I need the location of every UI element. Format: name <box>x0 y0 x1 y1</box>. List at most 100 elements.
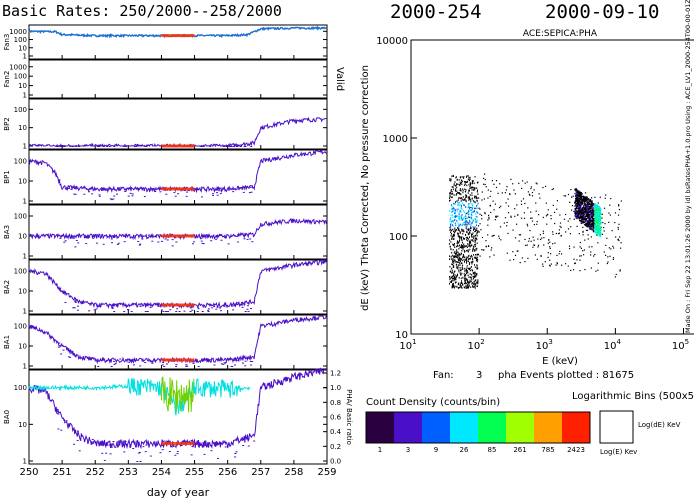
pha-event-dot <box>576 206 578 208</box>
pha-event-dot <box>477 280 479 283</box>
pha-event-dot <box>587 213 589 215</box>
pha-event-dot <box>588 227 591 229</box>
pha-event-dot <box>459 210 461 213</box>
panel-frame <box>28 314 328 370</box>
pha-event-dot <box>464 260 466 263</box>
rate-dot <box>234 364 237 366</box>
pha-event-dot <box>598 206 600 208</box>
rate-dot <box>57 346 60 348</box>
pha-event-dot <box>578 218 581 220</box>
rate-dot <box>196 187 199 189</box>
pha-event-dot <box>469 187 471 189</box>
pha-event-dot <box>459 246 461 249</box>
rate-dot <box>97 236 100 238</box>
pha-event-dot <box>456 250 458 253</box>
pha-event-dot <box>454 274 456 276</box>
pha-event-dot <box>507 212 510 214</box>
pha-event-dot <box>466 265 468 267</box>
pha-event-dot <box>472 199 474 202</box>
pha-event-dot <box>456 255 458 258</box>
pha-event-dot <box>592 228 594 230</box>
pha-event-dot <box>458 276 460 279</box>
pha-event-dot <box>460 277 462 280</box>
pha-event-dot <box>582 210 584 213</box>
rate-dot <box>127 195 130 197</box>
pha-event-dot <box>479 213 481 215</box>
pha-event-dot <box>466 271 468 274</box>
pha-event-dot <box>589 199 592 201</box>
rate-dot <box>230 365 233 367</box>
pha-event-dot <box>594 196 596 198</box>
pha-event-dot <box>574 189 576 191</box>
pha-event-dot <box>583 221 586 224</box>
pha-event-dot <box>477 181 479 184</box>
pha-event-dot <box>470 286 472 289</box>
pha-event-dot <box>462 217 464 220</box>
pha-event-dot <box>577 202 580 205</box>
pha-event-dot <box>449 192 451 194</box>
pha-event-dot <box>458 211 460 214</box>
pha-event-dot <box>512 251 514 253</box>
pha-event-dot <box>580 201 582 203</box>
pha-event-dot <box>472 232 474 234</box>
pha-event-dot <box>466 267 468 269</box>
pha-event-dot <box>459 232 461 234</box>
pha-event-dot <box>559 225 561 227</box>
rate-dot <box>241 439 244 441</box>
pha-event-dot <box>592 218 594 220</box>
pha-event-dot <box>592 222 595 224</box>
pha-event-dot <box>578 213 581 215</box>
pha-event-dot <box>450 204 452 206</box>
rate-dot <box>72 354 75 356</box>
rate-dot <box>162 311 165 312</box>
pha-event-dot <box>476 219 478 222</box>
rate-dot <box>246 238 249 240</box>
pha-event-dot <box>463 286 465 288</box>
rate-dot <box>200 240 203 242</box>
pha-event-dot <box>580 215 582 217</box>
pha-event-dot <box>579 195 582 197</box>
rate-dot <box>129 446 132 448</box>
pha-event-dot <box>450 231 452 234</box>
rate-dot <box>217 443 220 445</box>
rate-dot <box>73 355 76 357</box>
pha-event-dot <box>451 175 453 178</box>
pha-event-dot <box>536 223 538 225</box>
pha-event-dot <box>470 229 472 232</box>
pha-event-dot <box>452 210 454 213</box>
pha-event-dot <box>466 245 468 247</box>
rate-dot <box>191 243 194 245</box>
pha-event-dot <box>475 234 477 237</box>
pha-event-dot <box>514 237 517 239</box>
pha-event-dot <box>567 228 570 230</box>
pha-event-dot <box>505 189 508 191</box>
pha-event-dot <box>474 188 476 191</box>
pha-event-dot <box>459 176 461 179</box>
rate-dot <box>113 195 116 197</box>
pha-event-dot <box>494 203 496 205</box>
pha-event-dot <box>483 249 485 251</box>
pha-event-dot <box>475 249 477 252</box>
pha-event-dot <box>597 202 599 204</box>
pha-event-dot <box>453 285 455 288</box>
pha-event-dot <box>546 223 548 225</box>
pha-event-dot <box>484 211 486 214</box>
rate-dot <box>233 359 236 361</box>
pha-event-dot <box>509 193 511 195</box>
pha-event-dot <box>597 262 599 264</box>
pha-event-dot <box>451 193 453 195</box>
pha-event-dot <box>492 200 494 202</box>
color-key-label: 2423 <box>567 446 585 454</box>
rate-dot <box>104 189 107 191</box>
pha-event-dot <box>472 277 474 280</box>
rate-dot <box>230 145 233 147</box>
rate-line-ba2 <box>28 258 327 310</box>
pha-event-dot <box>469 244 471 247</box>
pha-event-dot <box>463 204 465 207</box>
pha-event-dot <box>551 188 553 191</box>
pha-event-dot <box>462 264 464 267</box>
rate-dot <box>144 451 147 453</box>
pha-event-dot <box>583 218 585 220</box>
pha-event-dot <box>593 224 596 226</box>
